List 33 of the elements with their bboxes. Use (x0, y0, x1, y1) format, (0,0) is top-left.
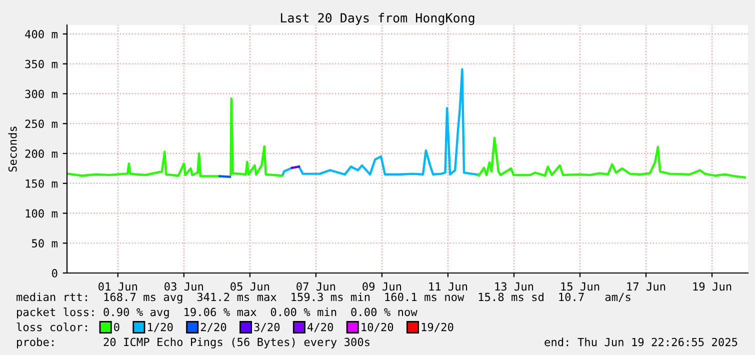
y-tick-label: 50 m (32, 239, 58, 248)
y-tick-label: 250 m (25, 120, 58, 128)
legend-label: 2/20 (200, 322, 226, 332)
x-tick-label: 15 Jun (561, 282, 600, 291)
y-axis-title: Seconds (8, 126, 17, 172)
x-tick-label: 07 Jun (296, 282, 336, 291)
y-tick-label: 100 m (26, 209, 58, 218)
y-tick-label: 200 m (25, 149, 58, 158)
legend-label: 3/20 (254, 322, 280, 332)
x-tick-label: 17 Jun (627, 282, 666, 291)
legend-label: 19/20 (422, 322, 454, 332)
x-tick-label: 03 Jun (164, 282, 203, 291)
legend-label: 10/20 (362, 322, 394, 332)
chart-title: Last 20 Days from HongKong (280, 12, 474, 26)
text: median rtt: 168.7 ms avg 341.2 ms max 159.3 ms min 160.1 ms now 15.8 ms sd 10.7 am/s (16, 292, 630, 304)
y-tick-label: 150 m (26, 179, 58, 188)
legend-label: 4/20 (308, 322, 333, 332)
x-tick-label: 01 Jun (98, 282, 137, 291)
text: end: Thu Jun 19 22:26:55 2025 (544, 338, 738, 346)
x-tick-label: 13 Jun (495, 282, 534, 291)
x-tick-label: 19 Jun (693, 282, 732, 291)
x-tick-label: 09 Jun (362, 282, 402, 291)
y-tick-label: 300 m (25, 90, 58, 98)
y-tick-label: 400 m (25, 30, 58, 38)
legend-label: 1/20 (148, 322, 173, 332)
legend-label: 0 (114, 322, 120, 332)
x-tick-label: 11 Jun (429, 282, 468, 291)
legend-title: loss color: (16, 322, 87, 332)
x-tick-label: 05 Jun (230, 282, 269, 291)
text: probe: 20 ICMP Echo Pings (56 Bytes) every 300s (17, 338, 370, 348)
text: packet loss: 0.90 % avg 19.06 % max 0.00 % min 0.00 % now (17, 308, 418, 318)
y-tick-label: 350 m (25, 60, 58, 68)
y-tick-label: 0 (52, 269, 58, 278)
